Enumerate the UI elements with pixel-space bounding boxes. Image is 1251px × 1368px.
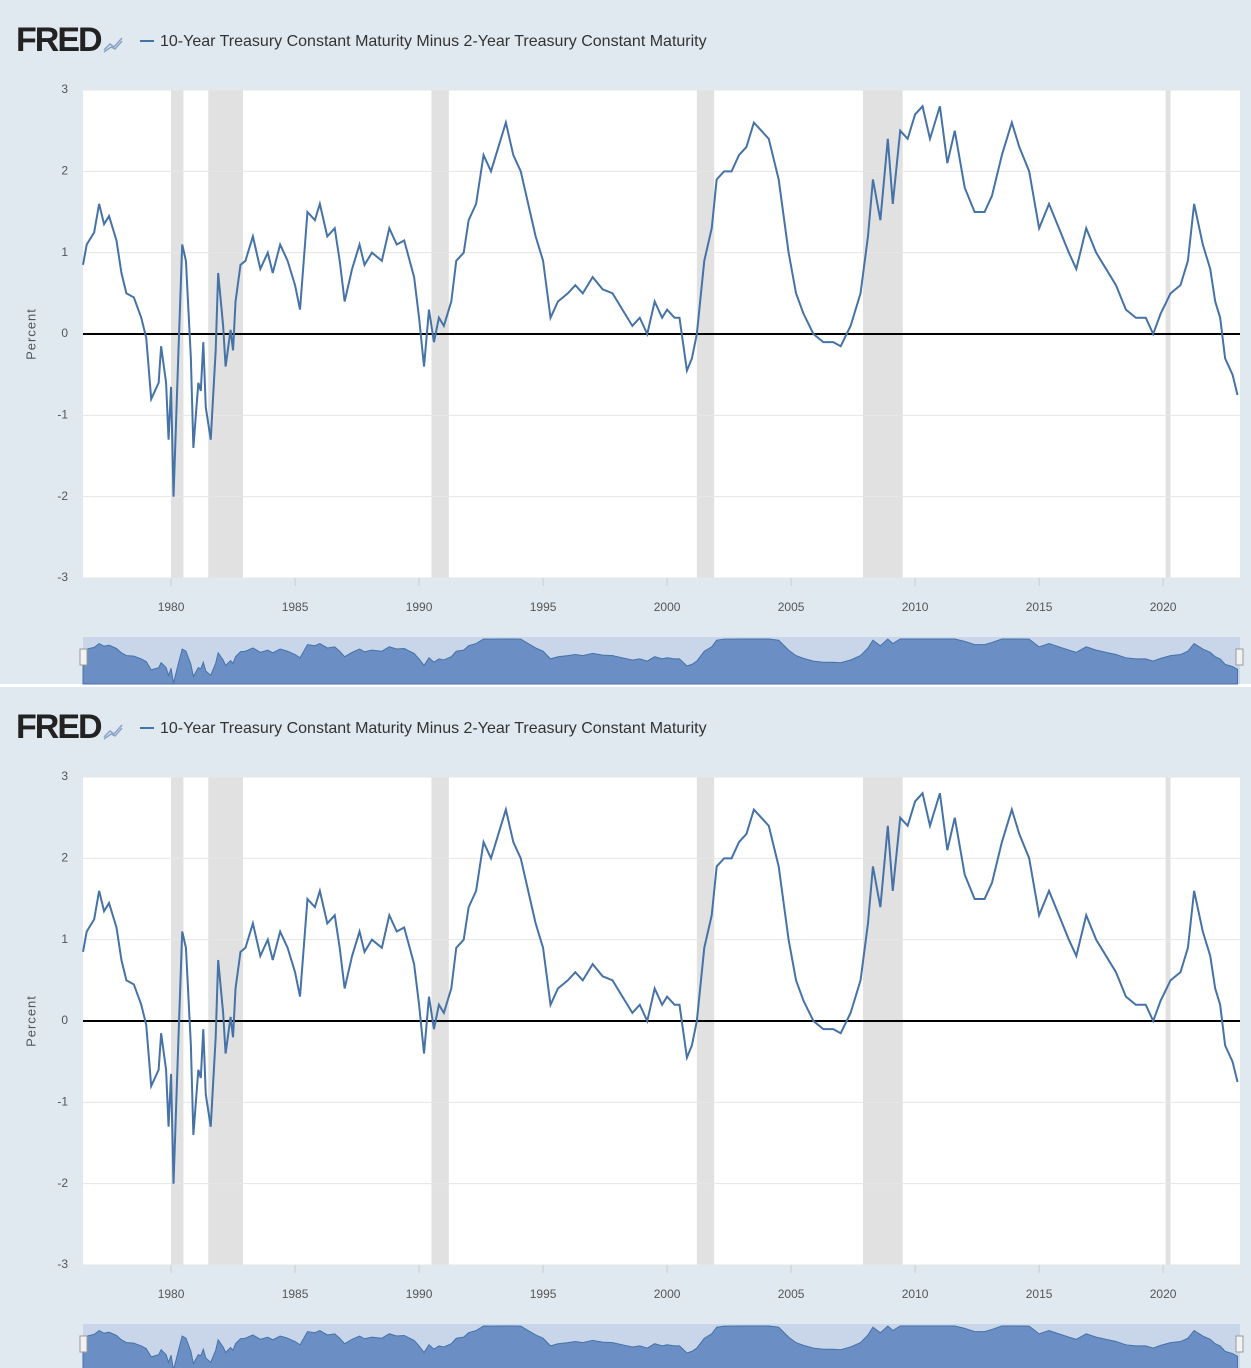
y-tick-label: -2 [57, 489, 68, 503]
x-tick-label: 2020 [1150, 1287, 1177, 1301]
y-tick-label: 2 [61, 164, 68, 178]
x-tick-label: 1995 [530, 1287, 557, 1301]
chart-panel: FRED 10-Year Treasury Constant Maturity M… [0, 687, 1251, 1368]
x-tick-label: 2005 [778, 1287, 805, 1301]
legend-label: 10-Year Treasury Constant Maturity Minus… [160, 720, 707, 737]
series-line [82, 104, 1239, 497]
navigator-handle[interactable] [79, 648, 88, 666]
y-tick-label: 3 [61, 82, 68, 96]
logo: FRED [16, 708, 102, 746]
logo-icon [103, 724, 123, 740]
x-tick-label: 2010 [902, 1287, 929, 1301]
navigator-area [82, 1325, 1239, 1368]
y-axis-label: Percent [23, 995, 38, 1047]
x-tick-label: 2000 [654, 1287, 681, 1301]
y-tick-label: -2 [57, 1176, 68, 1190]
x-tick-label: 1985 [282, 600, 309, 614]
logo-icon [103, 37, 123, 53]
y-tick-label: -3 [57, 570, 68, 584]
y-tick-label: 1 [61, 932, 68, 946]
navigator-handle[interactable] [1235, 1335, 1244, 1353]
navigator-handle[interactable] [79, 1335, 88, 1353]
x-tick-label: 2010 [902, 600, 929, 614]
x-tick-label: 2015 [1026, 600, 1053, 614]
x-tick-label: 1995 [530, 600, 557, 614]
x-tick-label: 2000 [654, 600, 681, 614]
y-tick-label: -1 [57, 408, 68, 422]
x-tick-label: 1990 [406, 1287, 433, 1301]
x-tick-label: 1985 [282, 1287, 309, 1301]
x-tick-label: 2020 [1150, 600, 1177, 614]
x-tick-label: 2015 [1026, 1287, 1053, 1301]
legend-label: 10-Year Treasury Constant Maturity Minus… [160, 33, 707, 50]
x-tick-label: 1980 [158, 1287, 185, 1301]
y-tick-label: 2 [61, 851, 68, 865]
x-tick-label: 2005 [778, 600, 805, 614]
logo: FRED [16, 21, 102, 59]
y-tick-label: 0 [61, 326, 68, 340]
y-tick-label: 3 [61, 769, 68, 783]
y-axis-label: Percent [23, 308, 38, 360]
y-tick-label: 0 [61, 1013, 68, 1027]
y-tick-label: -1 [57, 1095, 68, 1109]
y-tick-label: -3 [57, 1257, 68, 1271]
navigator-handle[interactable] [1235, 648, 1244, 666]
chart-panel: FRED 10-Year Treasury Constant Maturity M… [0, 0, 1251, 685]
navigator-area [82, 638, 1239, 685]
x-tick-label: 1980 [158, 600, 185, 614]
series-line [82, 791, 1239, 1184]
y-tick-label: 1 [61, 245, 68, 259]
x-tick-label: 1990 [406, 600, 433, 614]
